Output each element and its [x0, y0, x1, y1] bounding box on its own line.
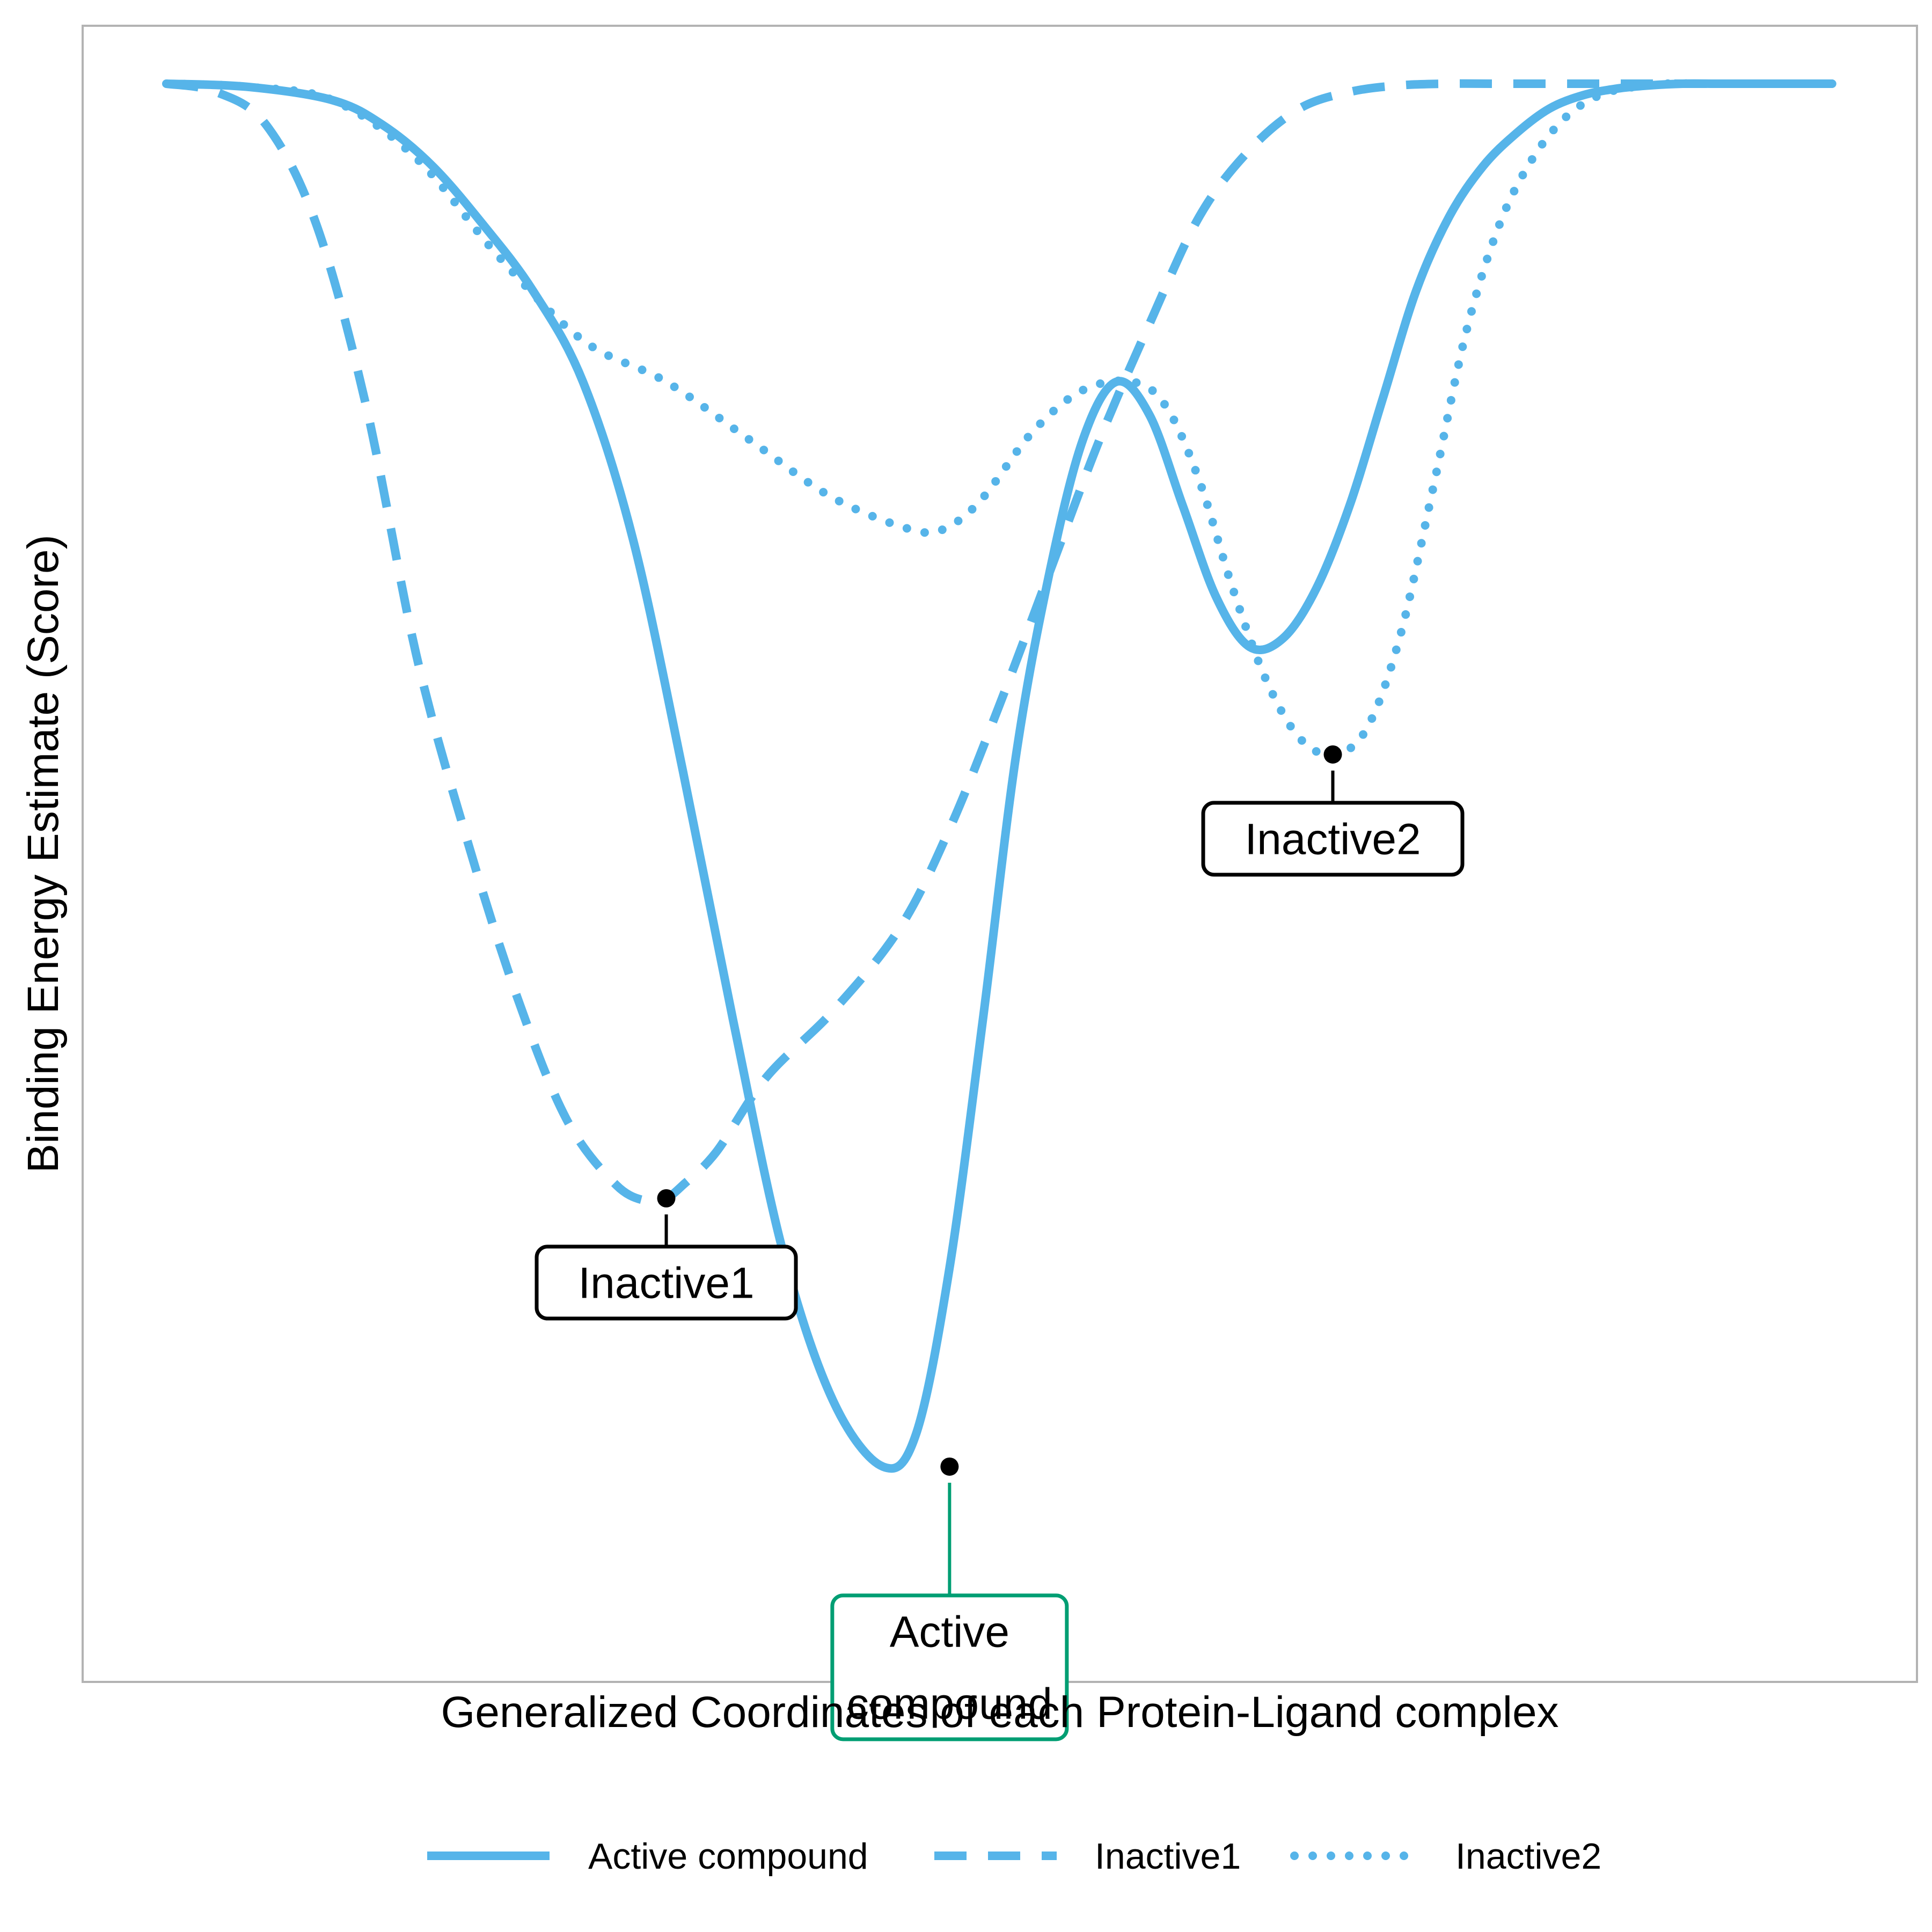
- series-line-inactive2: [162, 79, 1837, 759]
- series-layer: [162, 79, 1837, 1473]
- annotation-box-inactive1: [535, 1245, 798, 1321]
- annotation-point-inactive2: [1323, 745, 1342, 764]
- annotation-point-inactive1: [657, 1189, 676, 1208]
- series-line-inactive1: [165, 79, 1833, 1207]
- legend-label-active-compound: Active compound: [588, 1836, 868, 1877]
- annotation-layer: Active compound Inactive1 Inactive2: [535, 745, 1465, 1741]
- y-axis-label: Binding Energy Estimate (Score): [19, 535, 68, 1173]
- x-axis-label: Generalized Coordinates of each Protein-…: [441, 1688, 1558, 1737]
- legend: Active compound Inactive1 Inactive2: [427, 1836, 1601, 1877]
- annotation-label-inactive2: Inactive2: [1245, 815, 1421, 864]
- annotation-label-inactive1: Inactive1: [578, 1259, 754, 1308]
- legend-label-inactive1: Inactive1: [1095, 1836, 1241, 1877]
- series-line-active-compound: [166, 79, 1833, 1473]
- legend-label-inactive2: Inactive2: [1455, 1836, 1601, 1877]
- annotation-label-active-compound: Active: [890, 1608, 1009, 1657]
- annotation-box-inactive2: [1201, 801, 1465, 877]
- annotation-box-active-compound: [830, 1593, 1069, 1741]
- annotation-label-active-compound: compound: [847, 1680, 1052, 1729]
- annotation-point-active-compound: [940, 1457, 959, 1476]
